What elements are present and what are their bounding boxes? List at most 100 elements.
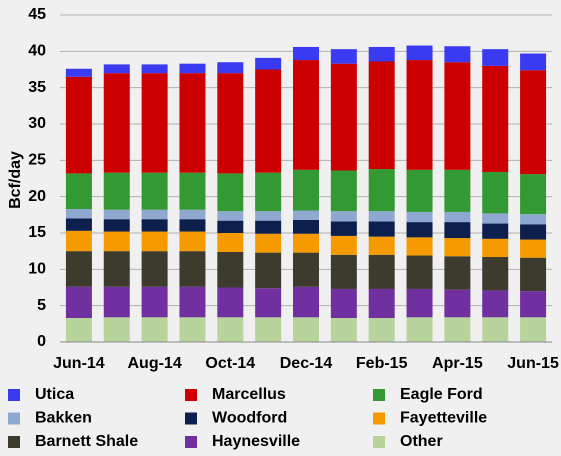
bar-segment (520, 53, 547, 71)
legend-swatch (8, 436, 20, 448)
bar-segment (368, 288, 395, 319)
y-axis-label: Bcf/day (7, 151, 24, 209)
bar-segment (330, 235, 357, 255)
bar-segment (179, 73, 206, 173)
bar-segment (520, 174, 547, 215)
x-tick-label: Aug-14 (127, 355, 181, 372)
bar-segment (330, 49, 357, 64)
legend-label: Utica (35, 386, 74, 403)
bar-segment (520, 239, 547, 258)
bar-segment (406, 169, 433, 212)
bar-segment (217, 317, 244, 342)
bar-segment (141, 219, 168, 232)
bar-segment (482, 171, 509, 214)
y-tick-label: 40 (28, 43, 46, 60)
bar-segment (406, 317, 433, 342)
bar-segment (482, 223, 509, 239)
x-tick-label: Jun-15 (507, 355, 559, 372)
bar-segment (330, 254, 357, 289)
bar-segment (520, 224, 547, 240)
legend-swatch (373, 436, 385, 448)
bar-segment (444, 211, 471, 223)
bar-segment (179, 251, 206, 287)
legend-swatch (373, 389, 385, 401)
bar-segment (482, 49, 509, 66)
bar-segment (368, 61, 395, 170)
bar-segment (406, 45, 433, 61)
x-tick-label: Jun-14 (53, 355, 105, 372)
bar-segment (368, 254, 395, 289)
bar-segment (141, 209, 168, 220)
bar-segment (444, 222, 471, 239)
legend-label: Marcellus (212, 386, 286, 403)
bar-segment (444, 289, 471, 318)
legend-swatch (373, 412, 385, 425)
bar-segment (65, 286, 92, 319)
bar-segment (141, 231, 168, 252)
bar-segment (293, 46, 319, 61)
x-tick-label: Apr-15 (432, 355, 483, 372)
bar-segment (65, 251, 92, 287)
bar-segment (482, 317, 509, 342)
bar-segment (217, 211, 244, 221)
bar-segment (444, 317, 471, 342)
legend-swatch (185, 412, 197, 425)
bar-segment (103, 73, 130, 173)
bar-segment (179, 286, 206, 318)
bar-segment (368, 211, 395, 222)
bar-segment (103, 231, 130, 252)
bar-segment (482, 256, 509, 291)
legend-swatch (8, 412, 20, 425)
x-tick-label: Feb-15 (356, 355, 408, 372)
bar-segment (141, 172, 168, 210)
bar-segment (179, 317, 206, 342)
bar-segment (406, 60, 433, 170)
bar-segment (65, 318, 92, 342)
bar-segment (103, 64, 130, 74)
y-tick-label: 25 (28, 152, 46, 169)
bar-segment (255, 252, 282, 289)
bar-segment (255, 69, 282, 173)
bar-segment (141, 64, 168, 74)
legend-label: Fayetteville (400, 410, 487, 427)
bar-segment (444, 62, 471, 170)
bar-segment (406, 237, 433, 256)
bar-segment (520, 291, 547, 318)
bar-segment (217, 233, 244, 252)
bar-segment (255, 288, 282, 318)
bar-segment (444, 46, 471, 63)
legend-swatch (185, 436, 197, 448)
bar-segment (444, 256, 471, 290)
bar-segment (406, 288, 433, 318)
bar-segment (255, 211, 282, 221)
bar-segment (103, 209, 130, 220)
legend-label: Bakken (35, 410, 92, 427)
bar-segment (293, 60, 319, 170)
bar-segment (293, 219, 319, 234)
bar-segment (406, 222, 433, 238)
bar-segment (179, 63, 206, 74)
y-tick-label: 10 (28, 261, 46, 278)
bar-segment (368, 46, 395, 62)
y-tick-label: 20 (28, 188, 46, 205)
bar-segment (65, 76, 92, 174)
bar-segment (293, 210, 319, 220)
bar-segment (65, 209, 92, 219)
legend-swatch (185, 389, 197, 401)
bar-segment (255, 317, 282, 342)
bar-segment (141, 286, 168, 318)
y-tick-label: 45 (28, 6, 46, 23)
bar-segment (179, 231, 206, 252)
bar-segment (217, 73, 244, 174)
bar-segment (65, 173, 92, 210)
bar-segment (179, 172, 206, 210)
bar-segment (103, 317, 130, 342)
bar-segment (65, 218, 92, 231)
bar-segment (293, 286, 319, 318)
bar-segment (482, 65, 509, 172)
bar-segment (482, 290, 509, 318)
bar-segment (444, 238, 471, 257)
bar-segment (520, 70, 547, 175)
bar-segment (406, 211, 433, 223)
